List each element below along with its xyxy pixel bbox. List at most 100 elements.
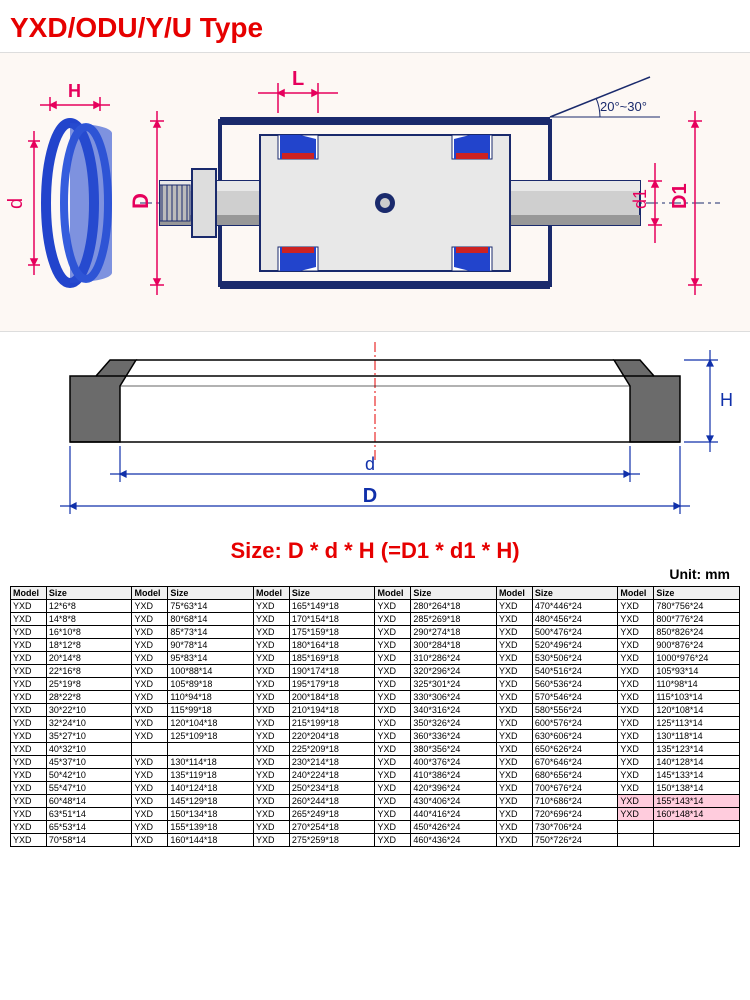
- table-row: YXD45*37*10YXD130*114*18YXD230*214*18YXD…: [11, 756, 740, 769]
- table-row: YXD65*53*14YXD155*139*18YXD270*254*18YXD…: [11, 821, 740, 834]
- table-cell: 115*99*18: [168, 704, 254, 717]
- table-cell: YXD: [375, 639, 411, 652]
- table-cell: 165*149*18: [289, 600, 375, 613]
- table-cell: [654, 834, 740, 847]
- table-cell: 650*626*24: [532, 743, 618, 756]
- table-cell: YXD: [253, 795, 289, 808]
- table-cell: 720*696*24: [532, 808, 618, 821]
- table-cell: YXD: [375, 821, 411, 834]
- table-cell: YXD: [496, 730, 532, 743]
- table-cell: 130*118*14: [654, 730, 740, 743]
- table-cell: YXD: [11, 808, 47, 821]
- table-cell: 63*51*14: [46, 808, 132, 821]
- table-cell: 18*12*8: [46, 639, 132, 652]
- table-cell: YXD: [618, 808, 654, 821]
- table-cell: 65*53*14: [46, 821, 132, 834]
- table-cell: 170*154*18: [289, 613, 375, 626]
- table-cell: YXD: [253, 704, 289, 717]
- table-cell: YXD: [132, 834, 168, 847]
- table-cell: 200*184*18: [289, 691, 375, 704]
- table-cell: YXD: [618, 730, 654, 743]
- table-cell: 300*284*18: [411, 639, 497, 652]
- unit-label: Unit: mm: [0, 566, 750, 586]
- table-cell: [618, 821, 654, 834]
- table-cell: YXD: [132, 665, 168, 678]
- table-cell: YXD: [496, 626, 532, 639]
- angle-label: 20°~30°: [600, 99, 647, 114]
- table-cell: YXD: [496, 834, 532, 847]
- table-cell: 16*10*8: [46, 626, 132, 639]
- table-cell: YXD: [132, 704, 168, 717]
- table-row: YXD55*47*10YXD140*124*18YXD250*234*18YXD…: [11, 782, 740, 795]
- table-cell: YXD: [375, 691, 411, 704]
- table-cell: YXD: [132, 600, 168, 613]
- table-cell: YXD: [496, 756, 532, 769]
- table-cell: YXD: [253, 821, 289, 834]
- table-cell: YXD: [496, 704, 532, 717]
- label-D: D: [128, 193, 153, 209]
- table-cell: [654, 821, 740, 834]
- table-cell: [132, 743, 168, 756]
- table-cell: 400*376*24: [411, 756, 497, 769]
- table-cell: YXD: [132, 652, 168, 665]
- label-d: d: [5, 198, 27, 209]
- table-cell: YXD: [11, 613, 47, 626]
- table-cell: 240*224*18: [289, 769, 375, 782]
- table-cell: 125*113*14: [654, 717, 740, 730]
- table-cell: 430*406*24: [411, 795, 497, 808]
- table-cell: 275*259*18: [289, 834, 375, 847]
- table-header: Model: [618, 587, 654, 600]
- table-cell: 180*164*18: [289, 639, 375, 652]
- table-cell: YXD: [496, 678, 532, 691]
- table-cell: 140*124*18: [168, 782, 254, 795]
- table-header: Model: [11, 587, 47, 600]
- assembly-diagram: H d: [0, 52, 750, 332]
- table-cell: 40*32*10: [46, 743, 132, 756]
- table-cell: YXD: [132, 821, 168, 834]
- table-row: YXD63*51*14YXD150*134*18YXD265*249*18YXD…: [11, 808, 740, 821]
- table-cell: 310*286*24: [411, 652, 497, 665]
- table-cell: 560*536*24: [532, 678, 618, 691]
- table-cell: YXD: [11, 821, 47, 834]
- table-cell: 150*138*14: [654, 782, 740, 795]
- table-cell: YXD: [618, 626, 654, 639]
- seal-3d-icon: [46, 123, 112, 283]
- table-cell: YXD: [618, 652, 654, 665]
- table-cell: 90*78*14: [168, 639, 254, 652]
- table-cell: 215*199*18: [289, 717, 375, 730]
- table-row: YXD60*48*14YXD145*129*18YXD260*244*18YXD…: [11, 795, 740, 808]
- table-row: YXD50*42*10YXD135*119*18YXD240*224*18YXD…: [11, 769, 740, 782]
- table-cell: YXD: [253, 808, 289, 821]
- table-cell: YXD: [11, 600, 47, 613]
- table-cell: 225*209*18: [289, 743, 375, 756]
- table-cell: YXD: [496, 717, 532, 730]
- table-cell: 270*254*18: [289, 821, 375, 834]
- table-cell: YXD: [11, 730, 47, 743]
- table-cell: 500*476*24: [532, 626, 618, 639]
- table-cell: YXD: [253, 665, 289, 678]
- table-cell: YXD: [496, 795, 532, 808]
- table-cell: 190*174*18: [289, 665, 375, 678]
- table-cell: 340*316*24: [411, 704, 497, 717]
- table-cell: YXD: [132, 691, 168, 704]
- table-cell: YXD: [496, 821, 532, 834]
- table-cell: YXD: [375, 782, 411, 795]
- table-header: Size: [532, 587, 618, 600]
- cs-label-d: d: [365, 454, 375, 474]
- table-row: YXD16*10*8YXD85*73*14YXD175*159*18YXD290…: [11, 626, 740, 639]
- table-row: YXD70*58*14YXD160*144*18YXD275*259*18YXD…: [11, 834, 740, 847]
- table-cell: YXD: [253, 730, 289, 743]
- table-row: YXD30*22*10YXD115*99*18YXD210*194*18YXD3…: [11, 704, 740, 717]
- table-cell: YXD: [496, 808, 532, 821]
- table-cell: 12*6*8: [46, 600, 132, 613]
- table-cell: YXD: [618, 665, 654, 678]
- table-cell: 750*726*24: [532, 834, 618, 847]
- table-cell: 150*134*18: [168, 808, 254, 821]
- table-cell: YXD: [375, 834, 411, 847]
- table-cell: YXD: [618, 613, 654, 626]
- table-cell: YXD: [618, 717, 654, 730]
- table-cell: 160*144*18: [168, 834, 254, 847]
- table-cell: YXD: [496, 600, 532, 613]
- table-cell: YXD: [253, 613, 289, 626]
- table-cell: YXD: [618, 756, 654, 769]
